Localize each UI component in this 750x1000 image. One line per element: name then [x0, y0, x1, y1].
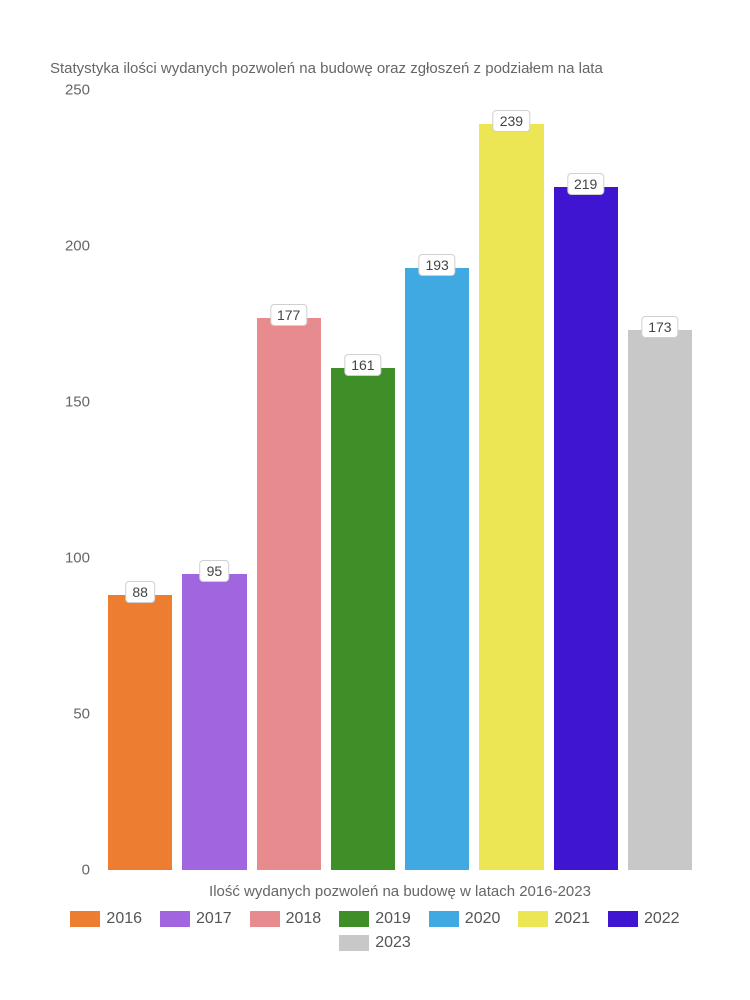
- bar-value-label: 219: [567, 173, 604, 195]
- legend-item-2021: 2021: [518, 910, 590, 928]
- legend-item-2023: 2023: [339, 934, 411, 952]
- bar-rect: 95: [182, 574, 246, 870]
- legend: 2016 2017 2018 2019 2020 2021 2022 2023: [0, 910, 750, 952]
- legend-item-2019: 2019: [339, 910, 411, 928]
- bar-2022: 219: [554, 187, 618, 870]
- legend-item-2022: 2022: [608, 910, 680, 928]
- bar-2016: 88: [108, 595, 172, 870]
- bar-2021: 239: [479, 124, 543, 870]
- bar-rect: 161: [331, 368, 395, 870]
- legend-swatch: [518, 911, 548, 927]
- legend-label: 2017: [196, 910, 232, 928]
- y-tick-label: 50: [73, 706, 90, 723]
- bar-rect: 239: [479, 124, 543, 870]
- bar-value-label: 95: [200, 560, 230, 582]
- legend-label: 2019: [375, 910, 411, 928]
- x-axis-title: Ilość wydanych pozwoleń na budowę w lata…: [209, 883, 591, 900]
- legend-label: 2016: [106, 910, 142, 928]
- chart-title: Statystyka ilości wydanych pozwoleń na b…: [50, 60, 603, 77]
- bar-2023: 173: [628, 330, 692, 870]
- legend-swatch: [70, 911, 100, 927]
- legend-swatch: [608, 911, 638, 927]
- bar-value-label: 88: [125, 581, 155, 603]
- y-tick-label: 250: [65, 82, 90, 99]
- bar-2017: 95: [182, 574, 246, 870]
- legend-label: 2022: [644, 910, 680, 928]
- bar-rect: 173: [628, 330, 692, 870]
- bar-rect: 219: [554, 187, 618, 870]
- legend-swatch: [339, 935, 369, 951]
- legend-label: 2021: [554, 910, 590, 928]
- bar-value-label: 177: [270, 304, 307, 326]
- legend-item-2017: 2017: [160, 910, 232, 928]
- bar-value-label: 161: [344, 354, 381, 376]
- chart-plot-area: 050100150200250 8895177161193239219173 I…: [100, 90, 700, 870]
- bar-value-label: 173: [641, 316, 678, 338]
- legend-swatch: [250, 911, 280, 927]
- y-tick-label: 100: [65, 550, 90, 567]
- bar-value-label: 193: [418, 254, 455, 276]
- legend-swatch: [160, 911, 190, 927]
- legend-label: 2018: [286, 910, 322, 928]
- bars-container: 8895177161193239219173: [100, 90, 700, 870]
- legend-item-2016: 2016: [70, 910, 142, 928]
- bar-2020: 193: [405, 268, 469, 870]
- legend-swatch: [429, 911, 459, 927]
- legend-item-2020: 2020: [429, 910, 501, 928]
- legend-label: 2023: [375, 934, 411, 952]
- bar-value-label: 239: [493, 110, 530, 132]
- y-tick-label: 0: [82, 862, 90, 879]
- bar-rect: 177: [257, 318, 321, 870]
- y-tick-label: 200: [65, 238, 90, 255]
- bar-rect: 193: [405, 268, 469, 870]
- bar-2019: 161: [331, 368, 395, 870]
- legend-label: 2020: [465, 910, 501, 928]
- bar-2018: 177: [257, 318, 321, 870]
- legend-item-2018: 2018: [250, 910, 322, 928]
- legend-swatch: [339, 911, 369, 927]
- bar-rect: 88: [108, 595, 172, 870]
- y-tick-label: 150: [65, 394, 90, 411]
